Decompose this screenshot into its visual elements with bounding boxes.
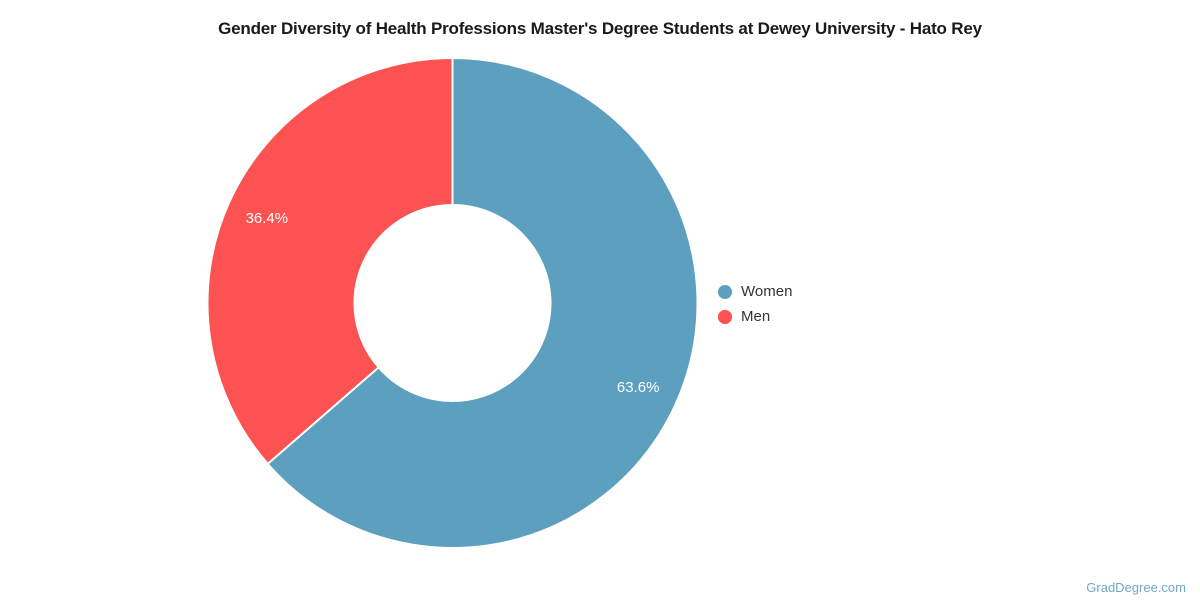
slice-value-label-men: 36.4% [246, 210, 289, 227]
slice-value-label-women: 63.6% [617, 379, 660, 396]
legend-item-women[interactable]: Women [718, 279, 792, 304]
graddegree-watermark-link[interactable]: GradDegree.com [1086, 580, 1186, 595]
legend: Women Men [718, 279, 792, 329]
legend-marker-women-icon [718, 284, 732, 299]
pie-slice-men[interactable] [206, 57, 454, 465]
pie-slice-women[interactable] [266, 57, 699, 549]
legend-item-men[interactable]: Men [718, 304, 792, 329]
legend-marker-men-icon [718, 309, 732, 324]
legend-label-men: Men [741, 308, 771, 325]
chart-title: Gender Diversity of Health Professions M… [218, 19, 982, 38]
legend-label-women: Women [741, 283, 793, 300]
